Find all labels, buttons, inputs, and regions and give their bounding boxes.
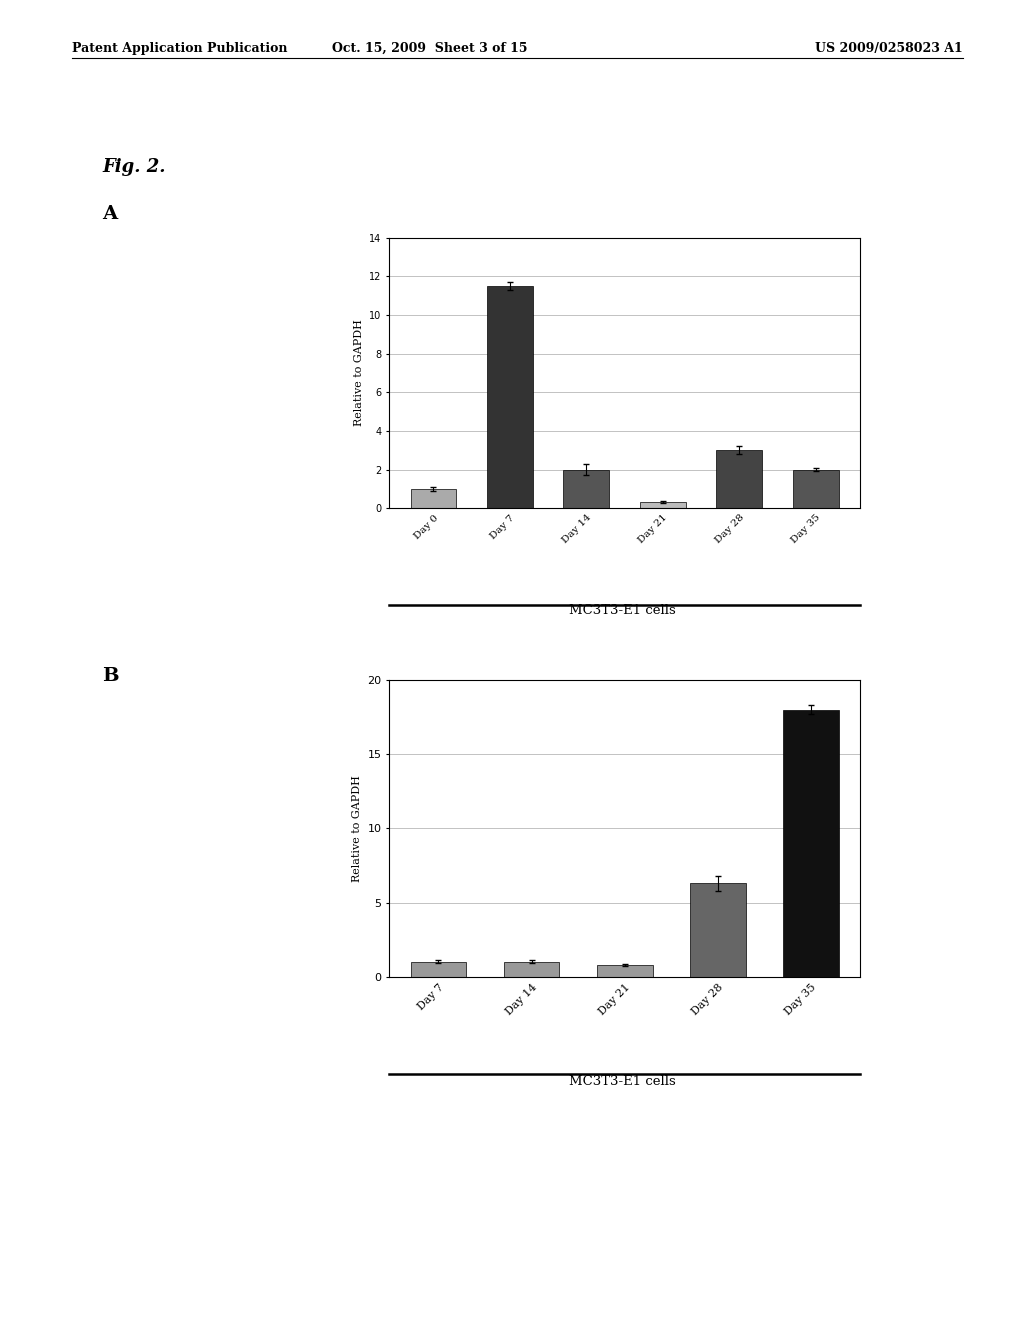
Bar xyxy=(504,962,559,977)
Bar xyxy=(487,286,532,508)
Bar xyxy=(411,488,457,508)
Text: Patent Application Publication: Patent Application Publication xyxy=(72,42,287,55)
Bar xyxy=(411,962,466,977)
Y-axis label: Relative to GAPDH: Relative to GAPDH xyxy=(352,775,361,882)
Text: B: B xyxy=(102,667,119,685)
Bar xyxy=(640,503,686,508)
Bar xyxy=(793,470,839,508)
Text: MC3T3-E1 cells: MC3T3-E1 cells xyxy=(569,1074,676,1088)
Bar xyxy=(717,450,762,508)
Text: US 2009/0258023 A1: US 2009/0258023 A1 xyxy=(815,42,963,55)
Text: MC3T3-E1 cells: MC3T3-E1 cells xyxy=(569,603,676,616)
Text: Fig. 2.: Fig. 2. xyxy=(102,158,166,177)
Bar xyxy=(597,965,652,977)
Text: A: A xyxy=(102,205,118,223)
Bar xyxy=(690,883,745,977)
Text: Oct. 15, 2009  Sheet 3 of 15: Oct. 15, 2009 Sheet 3 of 15 xyxy=(333,42,527,55)
Bar xyxy=(783,710,839,977)
Y-axis label: Relative to GAPDH: Relative to GAPDH xyxy=(353,319,364,426)
Bar xyxy=(563,470,609,508)
